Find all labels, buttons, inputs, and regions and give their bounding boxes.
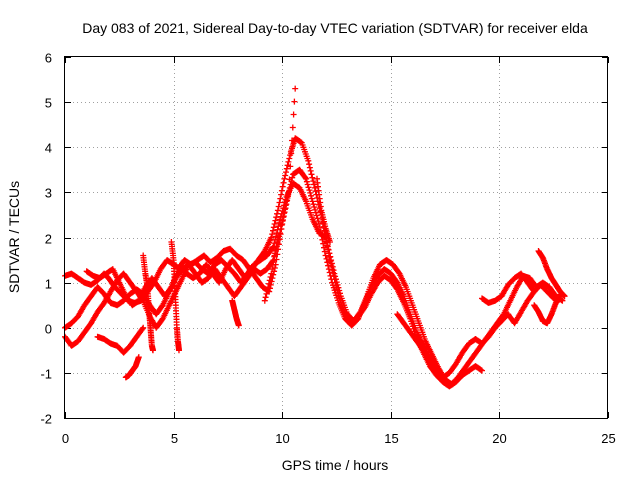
plus-markers (479, 270, 538, 306)
plus-markers (261, 234, 281, 304)
series-segment-g (140, 252, 156, 354)
y-tick-label: 1 (45, 277, 52, 292)
series-track-b (62, 166, 564, 381)
series-segment-m (531, 295, 564, 327)
plus-markers (94, 324, 147, 356)
series-segment-i (229, 297, 242, 329)
x-tick-label: 25 (601, 431, 615, 446)
x-tick-label: 0 (62, 431, 69, 446)
series-segment-h (168, 239, 182, 354)
plus-markers (140, 252, 156, 354)
plus-markers (62, 166, 564, 381)
y-axis-label: SDTVAR / TECUs (6, 181, 22, 293)
chart-title: Day 083 of 2021, Sidereal Day-to-day VTE… (82, 20, 588, 36)
axis-ticks (65, 57, 609, 419)
series-segment-o (394, 311, 440, 370)
data-points (62, 85, 568, 390)
x-tick-label: 15 (384, 431, 398, 446)
y-tick-label: 3 (45, 186, 52, 201)
y-tick-label: 2 (45, 232, 52, 247)
plus-markers (122, 354, 142, 381)
y-tick-labels: -2 -1 0 1 2 3 4 5 6 (40, 51, 52, 427)
x-tick-label: 20 (492, 431, 506, 446)
series-segment-e (94, 324, 147, 356)
plus-markers (62, 135, 566, 388)
plus-markers (531, 295, 564, 327)
series-segment-j (261, 234, 281, 304)
y-tick-label: 0 (45, 322, 52, 337)
plus-markers (314, 175, 333, 245)
series-segment-n (535, 248, 568, 300)
series-segment-k (314, 175, 333, 245)
plus-markers (229, 297, 242, 329)
y-tick-label: 6 (45, 51, 52, 66)
y-tick-label: 5 (45, 96, 52, 111)
plus-markers (535, 248, 568, 300)
x-axis-label: GPS time / hours (282, 457, 389, 473)
grid-lines (65, 57, 608, 418)
plus-markers (83, 85, 299, 309)
x-tick-label: 10 (275, 431, 289, 446)
y-tick-label: -1 (40, 367, 52, 382)
x-tick-label: 5 (171, 431, 178, 446)
plus-markers (168, 239, 182, 354)
plot-frame (64, 56, 608, 419)
series-segment-f (122, 354, 142, 381)
y-tick-label: 4 (45, 141, 52, 156)
series-track-a (62, 135, 566, 388)
series-track-d (83, 85, 299, 309)
y-tick-label: -2 (40, 412, 52, 427)
x-tick-labels: 0 5 10 15 20 25 (62, 431, 616, 446)
series-segment-l (479, 270, 538, 306)
plus-markers (394, 311, 440, 370)
